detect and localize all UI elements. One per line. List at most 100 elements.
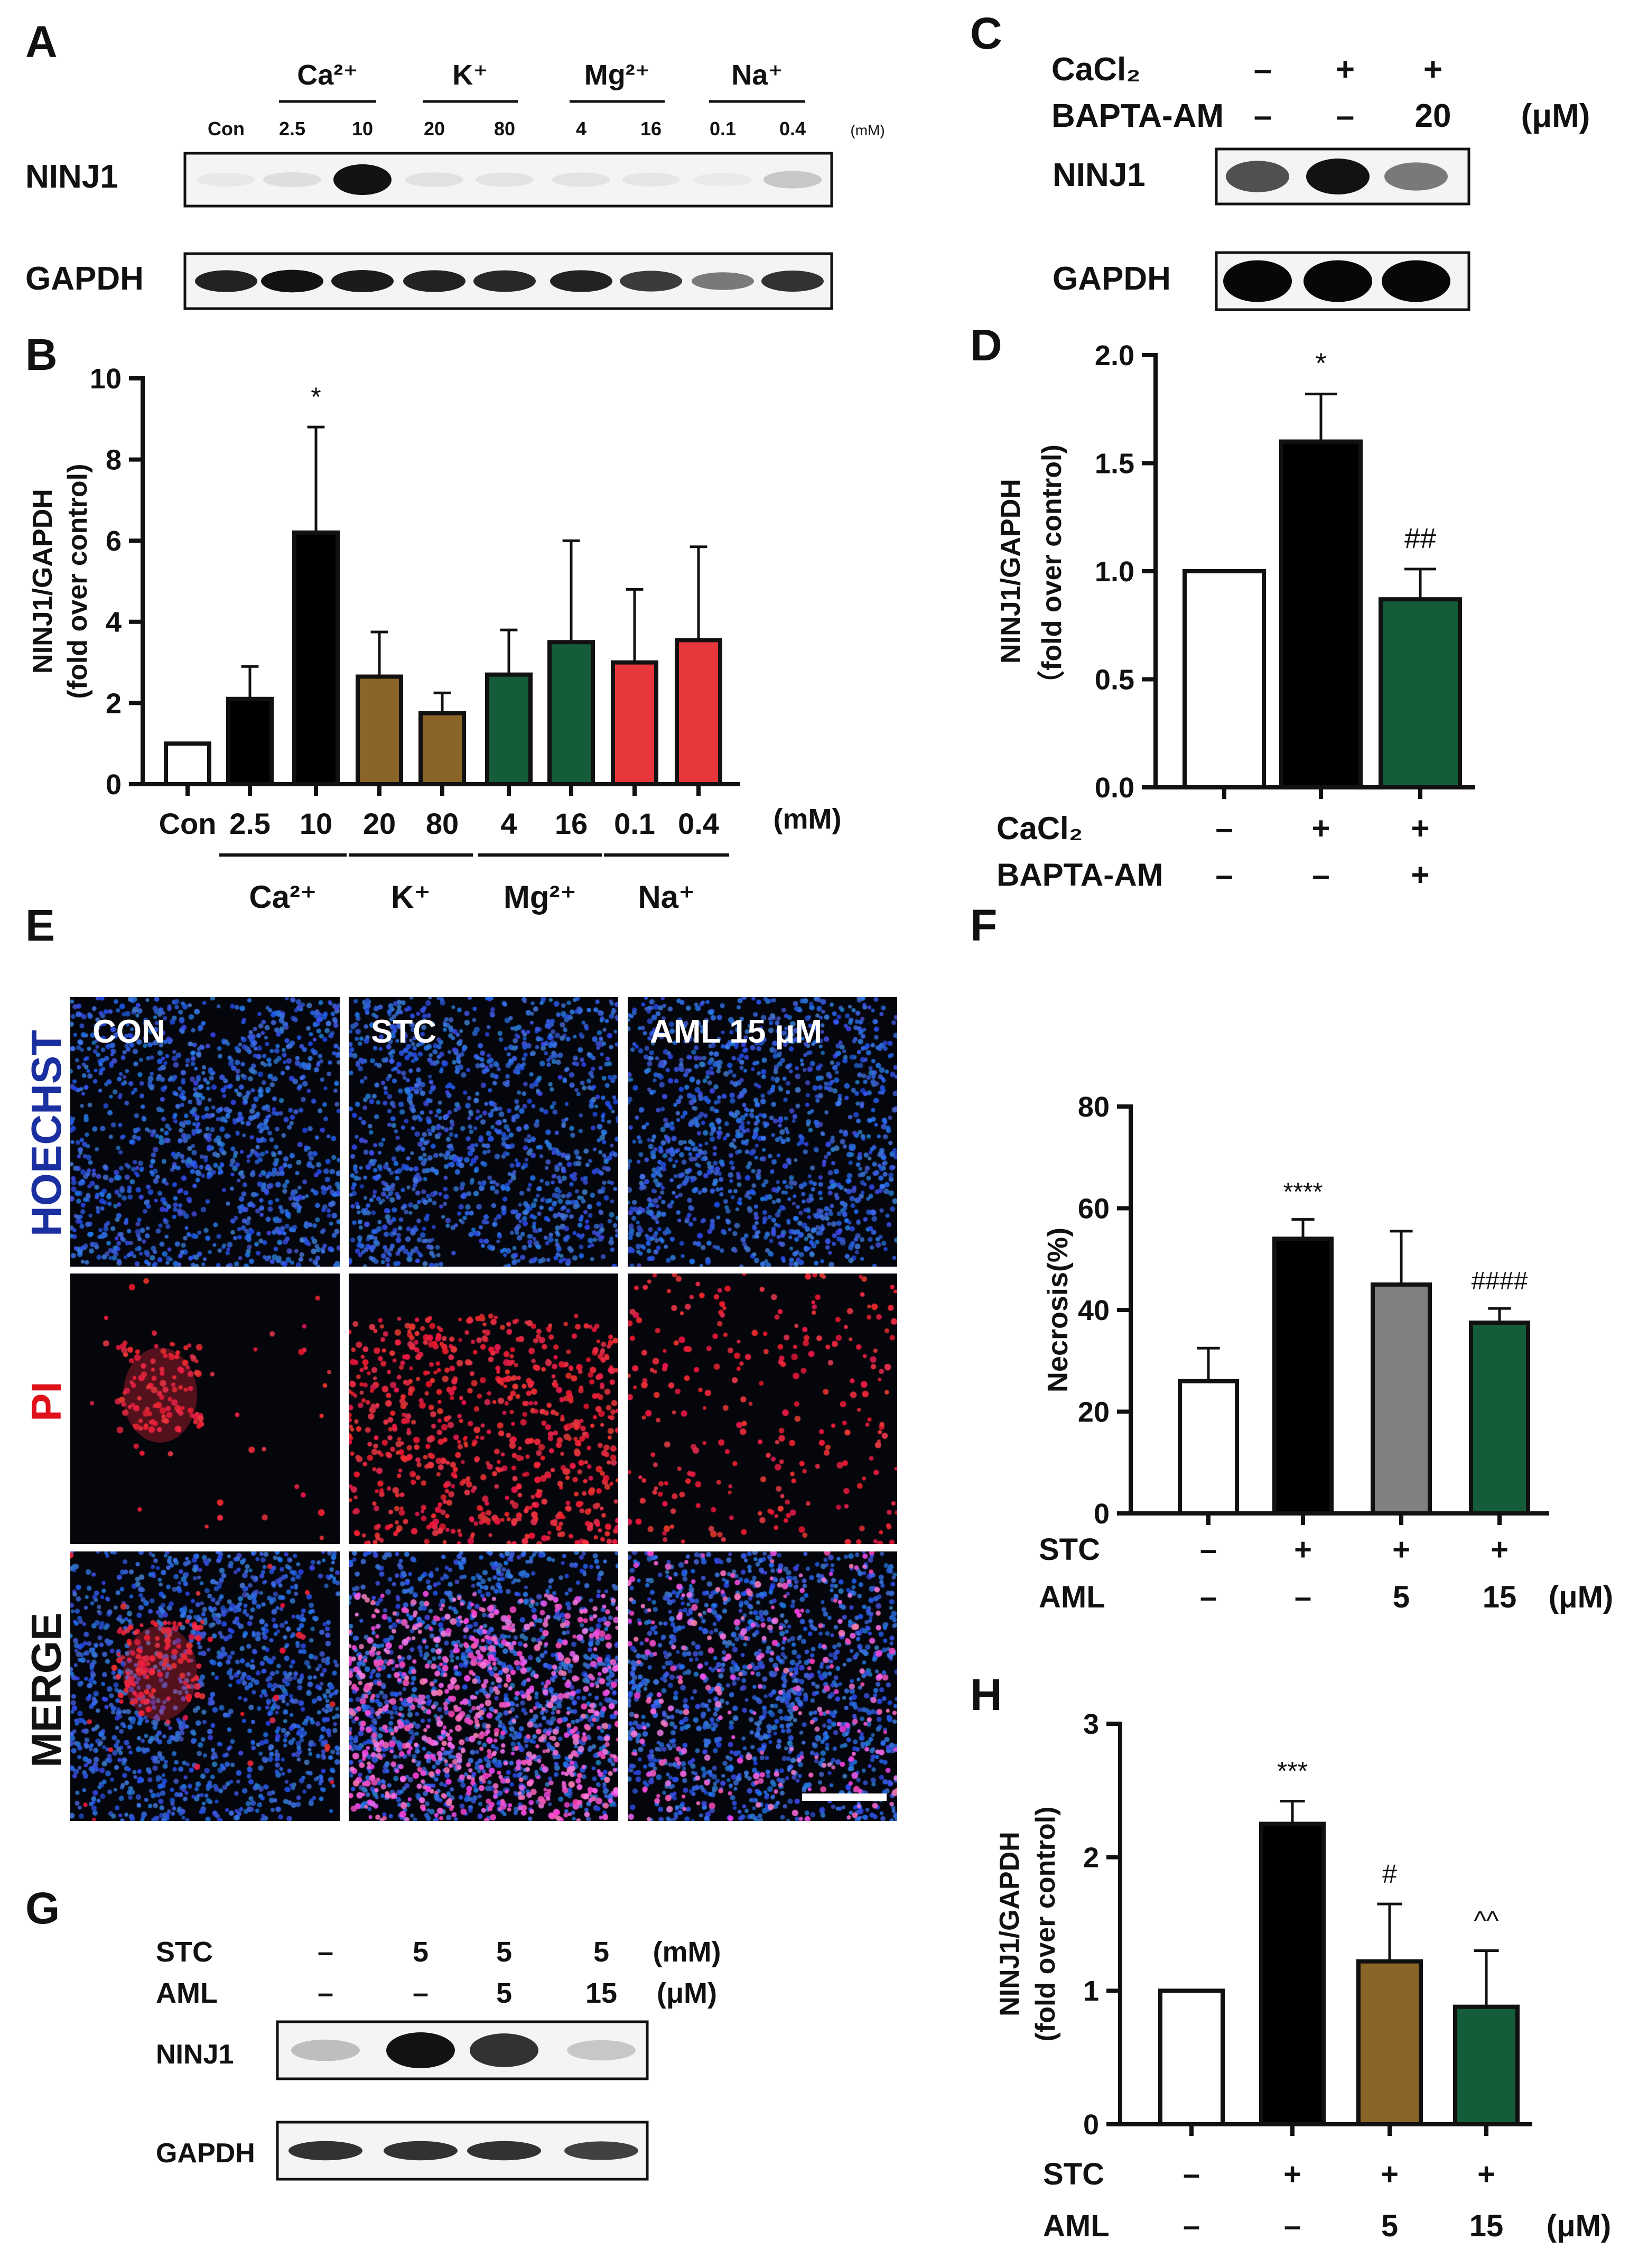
condition-value: 5 — [593, 1936, 609, 1968]
bar — [1272, 1237, 1334, 1516]
condition-value: 20 — [1415, 98, 1451, 134]
group-label: K⁺ — [391, 879, 431, 915]
bar — [1453, 2004, 1520, 2126]
condition-value: – — [318, 1977, 333, 2009]
lane-label: 4 — [576, 118, 586, 140]
condition-label: BAPTA-AM — [1051, 98, 1224, 134]
y-tick-label: 0 — [1083, 2109, 1099, 2141]
micrograph-tile — [349, 1274, 618, 1544]
condition-value: + — [1411, 857, 1429, 893]
blot-label-gapdh: GAPDH — [1053, 261, 1171, 297]
bar — [1356, 1959, 1423, 2126]
lane-label: Con — [208, 118, 245, 140]
y-axis-label: NINJ1/GAPDH — [994, 1832, 1025, 2016]
band — [288, 2141, 362, 2161]
x-tick-label: 10 — [300, 807, 332, 840]
x-tick-label: 4 — [500, 807, 517, 840]
unit-label: (μM) — [1549, 1580, 1613, 1614]
band — [291, 2039, 360, 2061]
micrograph-tile: STC — [349, 997, 618, 1267]
x-tick-label: 80 — [426, 807, 459, 840]
band — [552, 172, 610, 187]
panel-letter-c: C — [970, 8, 1002, 58]
lane-label: 0.4 — [779, 118, 806, 140]
band — [622, 172, 680, 187]
significance-mark: **** — [1283, 1178, 1323, 1206]
blot-label-gapdh: GAPDH — [25, 261, 144, 297]
bar — [1158, 1988, 1225, 2126]
band — [1303, 260, 1372, 302]
blot-a-ninj1 — [183, 152, 833, 208]
condition-value: – — [1254, 51, 1272, 88]
condition-value: 15 — [1469, 2209, 1504, 2243]
lane-label: 2.5 — [279, 118, 305, 140]
band — [1382, 260, 1450, 302]
bar-chart-H: 0 1 2 3 NINJ1/GAPDH (fold over control) *** # ^^ — [994, 1708, 1532, 2141]
micrograph-tile: CON — [70, 997, 340, 1267]
band — [333, 164, 392, 196]
micrograph-image — [349, 1551, 618, 1821]
band — [764, 171, 822, 189]
condition-value: – — [1200, 1580, 1217, 1614]
y-axis-label: NINJ1/GAPDH — [27, 489, 58, 674]
condition-value: + — [1477, 2157, 1495, 2191]
y-tick-label: 2 — [1083, 1842, 1099, 1874]
significance-mark: * — [1315, 348, 1326, 379]
bar — [356, 674, 403, 786]
unit-label: (mM) — [653, 1936, 721, 1968]
bar-chart-F: 0 20 40 60 80 Necrosis(%) **** #### — [1042, 1091, 1549, 1530]
bar — [1279, 439, 1363, 789]
micrograph-tile — [628, 1274, 897, 1544]
condition-value: + — [1423, 51, 1442, 88]
y-axis-label: (fold over control) — [62, 464, 93, 699]
condition-value: – — [1295, 1580, 1311, 1614]
band — [470, 2033, 538, 2067]
y-tick-label: 0.5 — [1095, 664, 1134, 695]
micrograph-image — [70, 1551, 340, 1821]
y-tick-label: 10 — [90, 363, 122, 395]
condition-label: CaCl₂ — [1051, 51, 1141, 88]
bar — [547, 640, 595, 786]
micrograph-row-label: HOECHST — [23, 1029, 70, 1237]
bar — [164, 741, 211, 786]
condition-label: BAPTA-AM — [997, 857, 1163, 893]
condition-value: + — [1283, 2157, 1301, 2191]
y-axis-label: (fold over control) — [1030, 1807, 1061, 2042]
band — [1384, 162, 1448, 191]
band — [384, 2141, 458, 2161]
band — [261, 269, 323, 293]
condition-value: 5 — [496, 1936, 512, 1968]
bar — [1379, 597, 1462, 790]
significance-mark: ## — [1404, 523, 1436, 554]
band — [195, 270, 257, 292]
condition-value: + — [1381, 2157, 1399, 2191]
y-tick-label: 80 — [1078, 1091, 1110, 1123]
unit-label: (μM) — [657, 1977, 717, 2009]
significance-mark: ^^ — [1474, 1906, 1499, 1936]
y-axis-label: Necrosis(%) — [1042, 1228, 1074, 1392]
y-tick-label: 20 — [1078, 1396, 1110, 1428]
band — [564, 2141, 638, 2160]
y-axis-label: （fold over control) — [1037, 444, 1067, 698]
ion-group-label: Mg²⁺ — [584, 59, 650, 91]
bar — [418, 711, 466, 786]
condition-label: AML — [1043, 2209, 1110, 2243]
condition-value: 5 — [496, 1977, 512, 2009]
blot-label-gapdh: GAPDH — [156, 2138, 255, 2169]
y-tick-label: 2.0 — [1095, 340, 1134, 371]
blot-label-ninj1: NINJ1 — [1053, 157, 1146, 193]
band — [761, 270, 824, 292]
panel-letter-g: G — [25, 1883, 60, 1933]
lane-label: 16 — [640, 118, 662, 140]
unit-label: (μM) — [1521, 98, 1590, 134]
bar — [1371, 1282, 1432, 1516]
condition-value: 5 — [1381, 2209, 1398, 2243]
condition-value: + — [1491, 1532, 1509, 1567]
significance-mark: # — [1382, 1859, 1397, 1889]
lane-label: 80 — [494, 118, 515, 140]
band — [331, 270, 394, 292]
panel-letter-a: A — [25, 17, 58, 67]
micrograph-image — [349, 997, 618, 1267]
condition-value: 15 — [1483, 1580, 1517, 1614]
micrograph-image — [349, 1274, 618, 1544]
